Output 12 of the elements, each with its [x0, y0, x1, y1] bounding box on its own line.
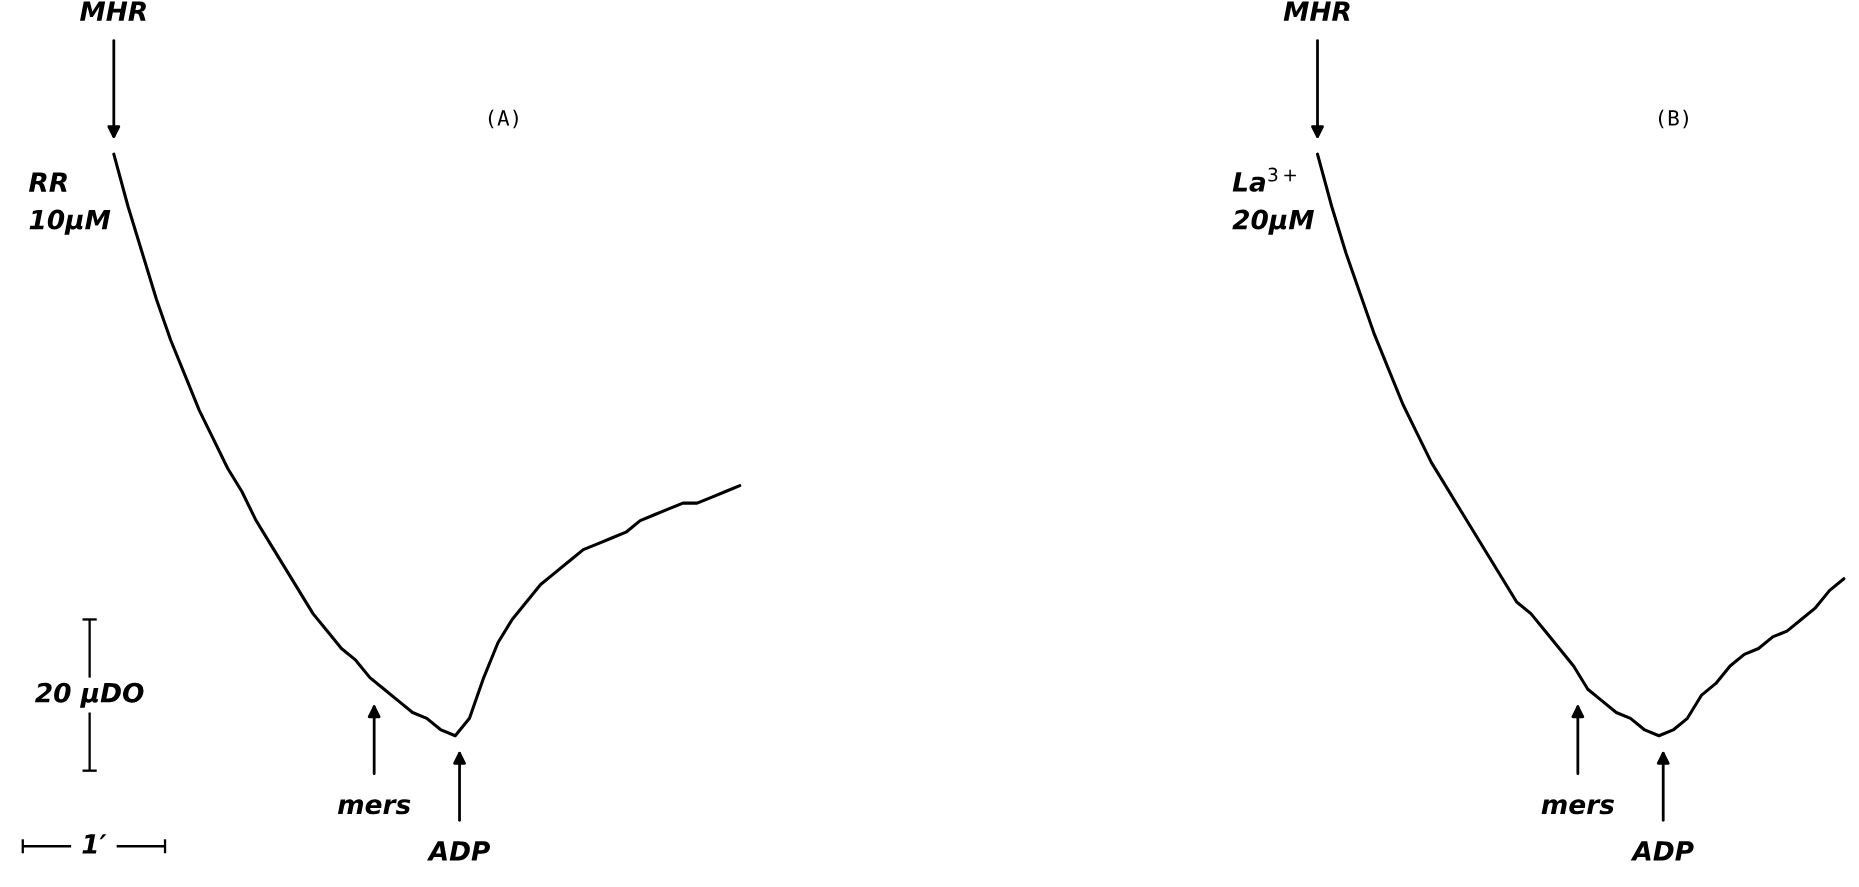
chart-title: (A) [488, 109, 518, 129]
text: La$^{3+}$ 20µM [1232, 167, 1314, 235]
annotation: 20 µDO [35, 682, 144, 708]
text: MHR [1283, 1, 1350, 21]
annotation: RR 10µM [29, 172, 111, 235]
text: mers [337, 799, 411, 815]
chart-title: (B) [1658, 109, 1688, 129]
text: 1′ [82, 834, 107, 854]
text: ADP [1630, 841, 1694, 861]
text: mers [1541, 799, 1614, 815]
text: ADP [426, 841, 490, 861]
text: MHR [80, 1, 146, 21]
